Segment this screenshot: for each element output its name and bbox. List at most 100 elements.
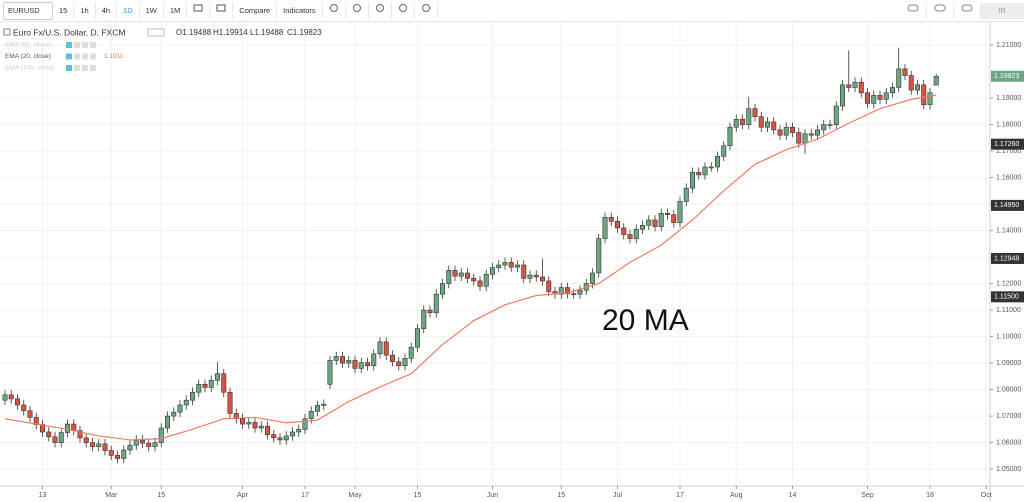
candle-body [746,108,752,125]
candle-body [839,84,845,107]
x-tick-label: May [348,492,362,499]
candle-body [708,166,714,169]
interval-button[interactable]: 1W [140,2,164,19]
candle-body [927,92,933,105]
candle-body [502,262,508,266]
symbol-input[interactable]: EURUSD [3,1,53,20]
indicator-button[interactable] [66,42,72,48]
indicator-button[interactable] [74,53,80,60]
icon [907,4,919,11]
last-price-text: 1.19823 [994,73,1019,80]
alert-button[interactable] [346,2,369,19]
candle-body [646,219,652,226]
price-label-text: 1.11500 [994,294,1019,301]
indicator-button[interactable] [90,65,96,71]
ohlc-value: L1.19488 [250,28,284,37]
y-tick-label: 1.08000 [996,386,1021,393]
candle-body [352,360,358,369]
candle-body [764,121,770,128]
indicator-button[interactable] [90,42,96,48]
candle-body [596,238,602,274]
x-tick-label: 15 [157,492,165,499]
candle-body [115,455,121,459]
candle-body [446,270,452,284]
legend: Euro Fx/U.S. Dollar, D, FXCM O1.19488 H1.1… [3,27,689,337]
cloud-load-button[interactable] [954,2,981,19]
price-label-box [991,199,1024,211]
indicator-button[interactable] [82,42,88,48]
interval-button[interactable]: 15 [53,2,75,19]
indicator-button[interactable] [74,65,80,71]
candle-body [539,276,545,282]
candle-body [252,422,258,429]
chart-title: Euro Fx/U.S. Dollar, D, FXCM [13,27,125,37]
candle-body [339,356,345,364]
fullscreen-button[interactable] [415,2,438,19]
last-price: 1.19823 [991,70,1024,82]
redo-button[interactable] [392,2,415,19]
candle-body [864,92,870,104]
layout-button[interactable] [900,2,927,19]
candle-body [789,126,795,133]
indicator-button[interactable] [90,53,96,60]
interval-button[interactable]: 4h [96,2,118,19]
candle-body [639,224,645,230]
candle-body [883,92,889,100]
ohlc-value: O1.19488 [176,28,212,37]
interval-button[interactable]: 1h [74,2,96,19]
indicator-button[interactable] [82,53,88,60]
candle-body [152,442,158,447]
interval-button[interactable]: 1M [164,2,188,19]
candle-body [196,383,202,393]
candle-body [464,272,470,279]
candle-body [689,171,695,189]
icon [375,3,384,12]
candle-body [46,431,52,438]
candle-body [133,439,139,446]
cloud-save-button[interactable] [927,2,954,19]
candle-body [296,429,302,433]
candle-body [752,108,758,117]
candle-body [283,435,289,441]
candle-body [458,272,464,277]
indicator-button[interactable] [74,42,80,48]
legend-buttons[interactable] [147,28,165,37]
indicator-button[interactable] [66,65,72,71]
candle-body [171,411,177,417]
candle-body [471,277,477,282]
legend-icon [3,28,11,36]
indicator-button[interactable] [82,65,88,71]
candle-body [877,95,883,100]
icon [421,3,430,12]
indicators-button[interactable]: Indicators [277,2,323,19]
candle-body [889,87,895,94]
candle-body [564,287,570,294]
candle-body [183,399,189,406]
chart-style-button[interactable] [187,2,211,19]
x-tick-label: Sep [861,492,874,499]
y-tick-label: 1.09000 [996,360,1021,367]
candle-body [90,442,96,447]
x-tick-label: Apr [237,492,249,499]
undo-button[interactable] [369,2,392,19]
candle-body [677,201,683,223]
candle-body [921,84,927,105]
y-tick-label: 1.18000 [996,121,1021,128]
candle-body [633,228,639,239]
x-tick-label: 17 [301,492,309,499]
interval-button[interactable]: 1D [117,2,140,19]
candle-body [289,431,295,437]
candle-body [508,262,514,268]
icon [352,3,361,12]
price-label-text: 1.12948 [994,255,1019,262]
candle-body [65,423,71,433]
indicator-button[interactable] [66,53,72,60]
templates-button[interactable] [323,2,346,19]
settings-button[interactable] [210,2,234,19]
candle-body [521,264,527,279]
candle-body [933,75,939,86]
candle-body [702,166,708,176]
candle-body [489,267,495,275]
compare-button[interactable]: Compare [233,2,278,19]
price-label-box [991,291,1024,303]
